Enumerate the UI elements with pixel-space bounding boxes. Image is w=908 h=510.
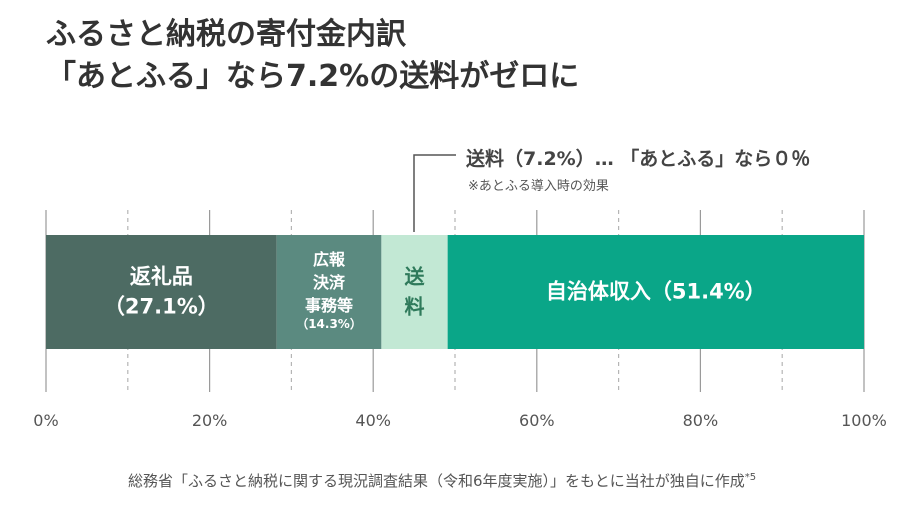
callout-text: 送料（7.2%）… 「あとふる」なら０％ xyxy=(466,147,810,170)
source-footnote-mark: *5 xyxy=(744,472,757,483)
callout-note: ※あとふる導入時の効果 xyxy=(468,179,609,194)
x-tick-label-1: 20% xyxy=(192,411,228,430)
bar-segment-municipality xyxy=(447,235,864,349)
x-tick-label-0: 0% xyxy=(33,411,58,430)
segment-label-shipping-0: 送 xyxy=(405,265,426,289)
bar-segments xyxy=(46,235,864,349)
segment-label-municipality-0: 自治体収入（51.4%） xyxy=(546,280,766,304)
title-line-1: ふるさと納税の寄付金内訳 xyxy=(46,17,406,52)
segment-label-shipping-1: 料 xyxy=(405,295,425,319)
x-axis-ticks: 0% 20% 40% 60% 80% 100% xyxy=(33,411,887,430)
x-tick-label-2: 40% xyxy=(355,411,391,430)
chart-title: ふるさと納税の寄付金内訳 「あとふる」なら7.2%の送料がゼロに xyxy=(46,14,579,98)
segment-label-promotion-2: 事務等 xyxy=(305,296,353,315)
title-line-2: 「あとふる」なら7.2%の送料がゼロに xyxy=(46,59,580,94)
segment-label-gift-1: （27.1%） xyxy=(104,295,219,319)
segment-label-gift-0: 返礼品 xyxy=(130,265,193,289)
bar-segment-gift xyxy=(46,235,277,349)
x-tick-label-5: 100% xyxy=(841,411,887,430)
segment-label-promotion-1: 決済 xyxy=(313,273,346,292)
x-tick-label-3: 60% xyxy=(519,411,555,430)
callout-leader-line xyxy=(413,154,456,232)
segment-sublabel-promotion: （14.3%） xyxy=(296,316,362,331)
x-tick-label-4: 80% xyxy=(683,411,719,430)
bar-segment-promotion xyxy=(276,235,382,349)
shipping-callout: 送料（7.2%）… 「あとふる」なら０％ ※あとふる導入時の効果 xyxy=(413,147,810,232)
segment-label-promotion-0: 広報 xyxy=(313,250,346,269)
source-text: 総務省「ふるさと納税に関する現況調査結果（令和6年度実施）」をもとに当社が独自に… xyxy=(128,472,745,490)
bar-segment-shipping xyxy=(381,235,448,349)
source-note: 総務省「ふるさと納税に関する現況調査結果（令和6年度実施）」をもとに当社が独自に… xyxy=(128,470,756,491)
